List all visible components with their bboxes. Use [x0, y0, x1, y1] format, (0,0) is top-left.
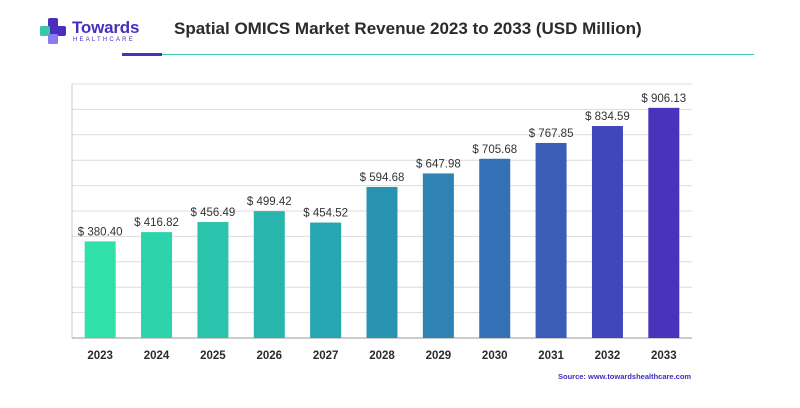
bar-2029	[422, 173, 454, 338]
bar-2033	[648, 107, 680, 338]
x-tick-2024: 2024	[144, 350, 170, 362]
data-label-2030: $ 705.68	[472, 144, 517, 156]
bars	[84, 107, 680, 338]
bar-2024	[141, 232, 173, 338]
title-underline	[162, 54, 754, 55]
brand-name: Towards	[72, 18, 140, 37]
data-label-2033: $ 906.13	[641, 93, 686, 105]
x-tick-2023: 2023	[87, 350, 113, 362]
x-tick-2027: 2027	[313, 350, 339, 362]
x-tick-2032: 2032	[595, 350, 621, 362]
data-label-2029: $ 647.98	[416, 158, 461, 170]
x-tick-2029: 2029	[426, 350, 452, 362]
bar-2028	[366, 186, 398, 338]
medical-cross-icon	[40, 18, 66, 44]
data-labels: $ 380.40 $ 416.82 $ 456.49 $ 499.42 $ 454.52…	[78, 93, 686, 239]
x-tick-2031: 2031	[538, 350, 564, 362]
bar-2025	[197, 222, 229, 338]
bar-2031	[535, 142, 567, 338]
chart-title: Spatial OMICS Market Revenue 2023 to 203…	[174, 19, 642, 38]
brand-logo[interactable]: Towards HEALTHCARE	[38, 16, 168, 46]
bar-2023	[84, 241, 116, 338]
x-axis-tick-labels: 2023 2024 2025 2026 2027 2028 2029 2030 2031 2032…	[87, 350, 676, 362]
gridlines	[71, 83, 692, 339]
source-note: Source: www.towardshealthcare.com	[558, 372, 692, 381]
x-tick-2030: 2030	[482, 350, 508, 362]
data-label-2024: $ 416.82	[134, 217, 179, 229]
x-tick-2025: 2025	[200, 350, 226, 362]
data-label-2023: $ 380.40	[78, 226, 123, 238]
title-underline-accent	[122, 53, 162, 56]
data-label-2028: $ 594.68	[360, 172, 405, 184]
data-label-2027: $ 454.52	[303, 208, 348, 220]
bar-chart: $ 380.40 $ 416.82 $ 456.49 $ 499.42 $ 454.52…	[71, 83, 692, 362]
data-label-2032: $ 834.59	[585, 111, 630, 123]
bar-2030	[479, 158, 511, 338]
data-label-2025: $ 456.49	[191, 207, 236, 219]
data-label-2026: $ 499.42	[247, 196, 292, 208]
x-tick-2026: 2026	[256, 350, 282, 362]
data-label-2031: $ 767.85	[529, 128, 574, 140]
bar-2026	[253, 211, 285, 338]
brand-subtitle: HEALTHCARE	[73, 37, 135, 43]
x-tick-2033: 2033	[651, 350, 677, 362]
x-tick-2028: 2028	[369, 350, 395, 362]
bar-2027	[310, 222, 342, 338]
bar-2032	[591, 126, 623, 338]
